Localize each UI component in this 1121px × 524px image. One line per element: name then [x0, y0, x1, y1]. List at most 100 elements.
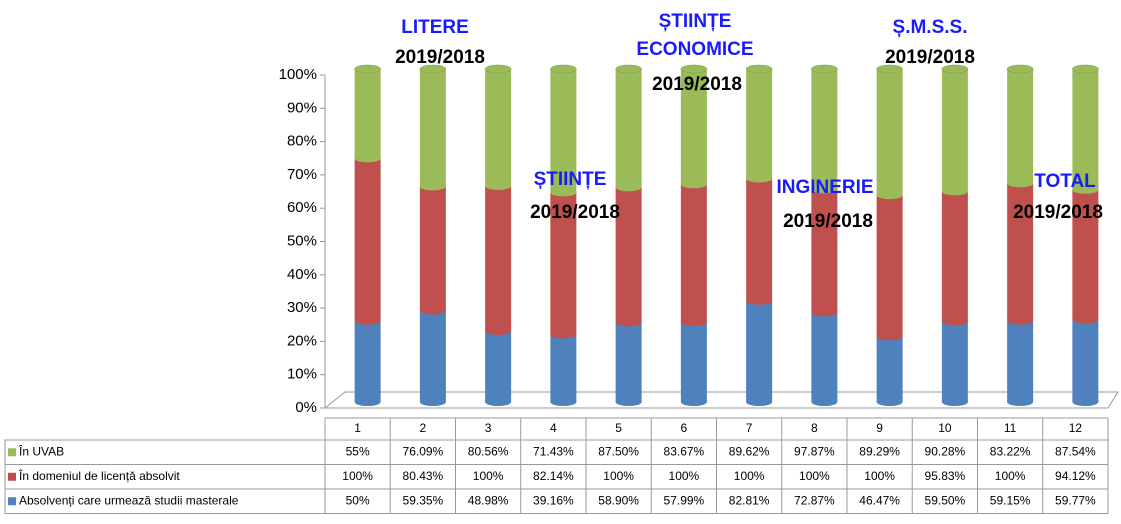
bar-body: [680, 184, 707, 323]
table-cell: 59.15%: [990, 493, 1031, 507]
table-cell: 94.12%: [1055, 469, 1096, 483]
bar-bottom: [615, 183, 642, 192]
bar-segment: [746, 300, 773, 406]
bar-segment: [550, 334, 577, 406]
bar-body: [811, 189, 838, 313]
bar-segment: [1072, 189, 1099, 324]
bar-body: [354, 69, 381, 159]
y-tick-label: 90%: [287, 99, 317, 116]
table-cell: 100%: [473, 469, 504, 483]
y-tick-label: 70%: [287, 166, 317, 183]
annotation-period: 2019/2018: [885, 47, 975, 68]
bar-segment: [1072, 64, 1099, 194]
bar-segment: [1072, 319, 1099, 406]
bar-body: [550, 192, 577, 335]
table-cell: 76.09%: [403, 444, 444, 458]
bar-bottom: [419, 182, 446, 191]
table-cell: 59.35%: [403, 493, 444, 507]
bar-segment: [550, 64, 577, 197]
legend-label: Absolvenți care urmează studii masterale: [19, 493, 239, 507]
table-cell: 50%: [346, 493, 370, 507]
bar-bottom: [354, 398, 381, 406]
bar-bottom: [811, 398, 838, 406]
table-cell: 80.43%: [403, 469, 444, 483]
bar-body: [1072, 69, 1099, 190]
table-cell: 100%: [734, 469, 765, 483]
bar-body: [941, 69, 968, 192]
bar-segment: [876, 195, 903, 341]
bar-bottom: [354, 316, 381, 325]
bar-body: [1007, 69, 1034, 184]
bar-segment: [419, 310, 446, 406]
bar-bottom: [485, 181, 512, 190]
bar-top: [1072, 64, 1099, 74]
x-tick-label: 6: [681, 421, 688, 435]
x-tick-label: 4: [550, 421, 557, 435]
bar-bottom: [746, 174, 773, 183]
y-tick-label: 60%: [287, 199, 317, 216]
bar-body: [615, 187, 642, 323]
x-tick-label: 11: [1004, 421, 1017, 435]
bar-body: [876, 195, 903, 337]
bar-bottom: [811, 308, 838, 317]
table-cell: 55%: [346, 444, 370, 458]
annotation-period: 2019/2018: [783, 211, 873, 232]
table-cell: 100%: [603, 469, 634, 483]
annotation-period: 2019/2018: [395, 47, 485, 68]
table-cell: 100%: [864, 469, 895, 483]
annotation-label: ECONOMICE: [636, 39, 753, 60]
bar-body: [680, 69, 707, 185]
bar-segment: [680, 322, 707, 406]
annotation-label: INGINERIE: [776, 177, 873, 198]
bar-segment: [615, 64, 642, 192]
table-cell: 89.62%: [729, 444, 770, 458]
bar-segment: [550, 192, 577, 339]
bar-segment: [615, 322, 642, 406]
bar-segment: [485, 330, 512, 406]
bar-bottom: [746, 296, 773, 305]
bar-segment: [1007, 320, 1034, 406]
bar-bottom: [485, 326, 512, 335]
bar-bottom: [419, 306, 446, 315]
table-cell: 83.22%: [990, 444, 1031, 458]
table-cell: 97.87%: [794, 444, 835, 458]
bar-body: [419, 310, 446, 402]
bar-bottom: [746, 398, 773, 406]
table-cell: 87.54%: [1055, 444, 1096, 458]
bar-segment: [680, 184, 707, 327]
y-tick-label: 40%: [287, 266, 317, 283]
bar-segment: [941, 321, 968, 406]
x-tick-label: 12: [1069, 421, 1083, 435]
y-tick-label: 50%: [287, 232, 317, 249]
bar-bottom: [550, 330, 577, 339]
annotation-label: LITERE: [401, 17, 469, 38]
bar-bottom: [1072, 398, 1099, 406]
bar-bottom: [876, 332, 903, 341]
bar-segment: [811, 189, 838, 317]
x-tick-label: 5: [615, 421, 622, 435]
bar-bottom: [941, 398, 968, 406]
table-cell: 82.14%: [533, 469, 574, 483]
bar-bottom: [1072, 315, 1099, 324]
bar-bottom: [485, 398, 512, 406]
table-cell: 89.29%: [859, 444, 900, 458]
bar-body: [485, 330, 512, 402]
table-cell: 58.90%: [598, 493, 639, 507]
bar-bottom: [354, 154, 381, 163]
bar-bottom: [550, 188, 577, 197]
bar-segment: [680, 64, 708, 189]
annotation-period: 2019/2018: [652, 74, 742, 95]
bar-top: [876, 64, 903, 74]
y-tick-label: 100%: [279, 66, 317, 83]
table-cell: 80.56%: [468, 444, 509, 458]
table-cell: 90.28%: [925, 444, 966, 458]
bar-segment: [876, 64, 903, 200]
y-tick-label: 30%: [287, 299, 317, 316]
bar-bottom: [615, 398, 642, 406]
legend-label: În domeniul de licență absolvit: [18, 468, 180, 483]
table-cell: 71.43%: [533, 444, 574, 458]
bar-top: [550, 64, 577, 74]
y-tick-label: 0%: [295, 399, 317, 416]
bar-top: [419, 64, 447, 74]
